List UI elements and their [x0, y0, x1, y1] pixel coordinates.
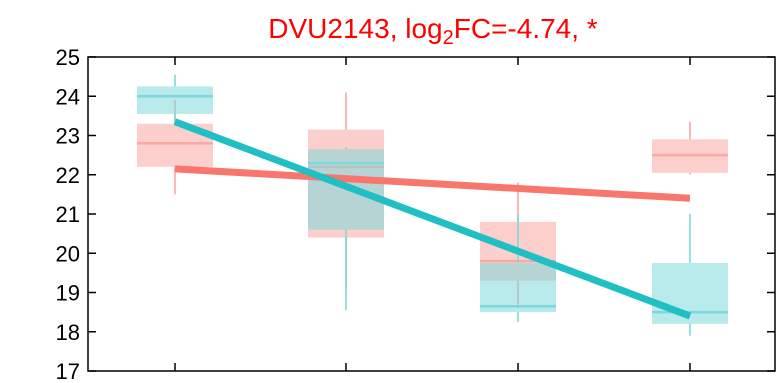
y-tick-label: 18	[56, 320, 80, 345]
boxes-layer	[137, 74, 728, 336]
y-tick-label: 25	[56, 45, 80, 70]
trend-line	[174, 165, 691, 202]
y-tick-label: 22	[56, 163, 80, 188]
box	[137, 86, 213, 114]
box-group	[480, 214, 556, 322]
y-tick-label: 24	[56, 84, 80, 109]
y-tick-label: 17	[56, 359, 80, 383]
chart-title-suffix: FC=-4.74, *	[454, 13, 598, 44]
box-group	[308, 147, 384, 311]
chart-title-subscript: 2	[443, 27, 454, 49]
y-tick-label: 20	[56, 241, 80, 266]
box-group	[137, 74, 213, 124]
y-tick-label: 19	[56, 281, 80, 306]
y-tick-label: 21	[56, 202, 80, 227]
y-tick-label: 23	[56, 124, 80, 149]
trend-line	[173, 118, 692, 320]
chart-title: DVU2143, log2FC=-4.74, *	[268, 13, 598, 49]
axis-layer: 17 18 19 20 21 22 23 24 25	[56, 45, 775, 383]
box	[480, 263, 556, 313]
box-group	[652, 121, 728, 175]
box-group	[652, 214, 728, 336]
chart-title-prefix: DVU2143, log	[268, 13, 442, 44]
trend-layer	[173, 118, 692, 320]
